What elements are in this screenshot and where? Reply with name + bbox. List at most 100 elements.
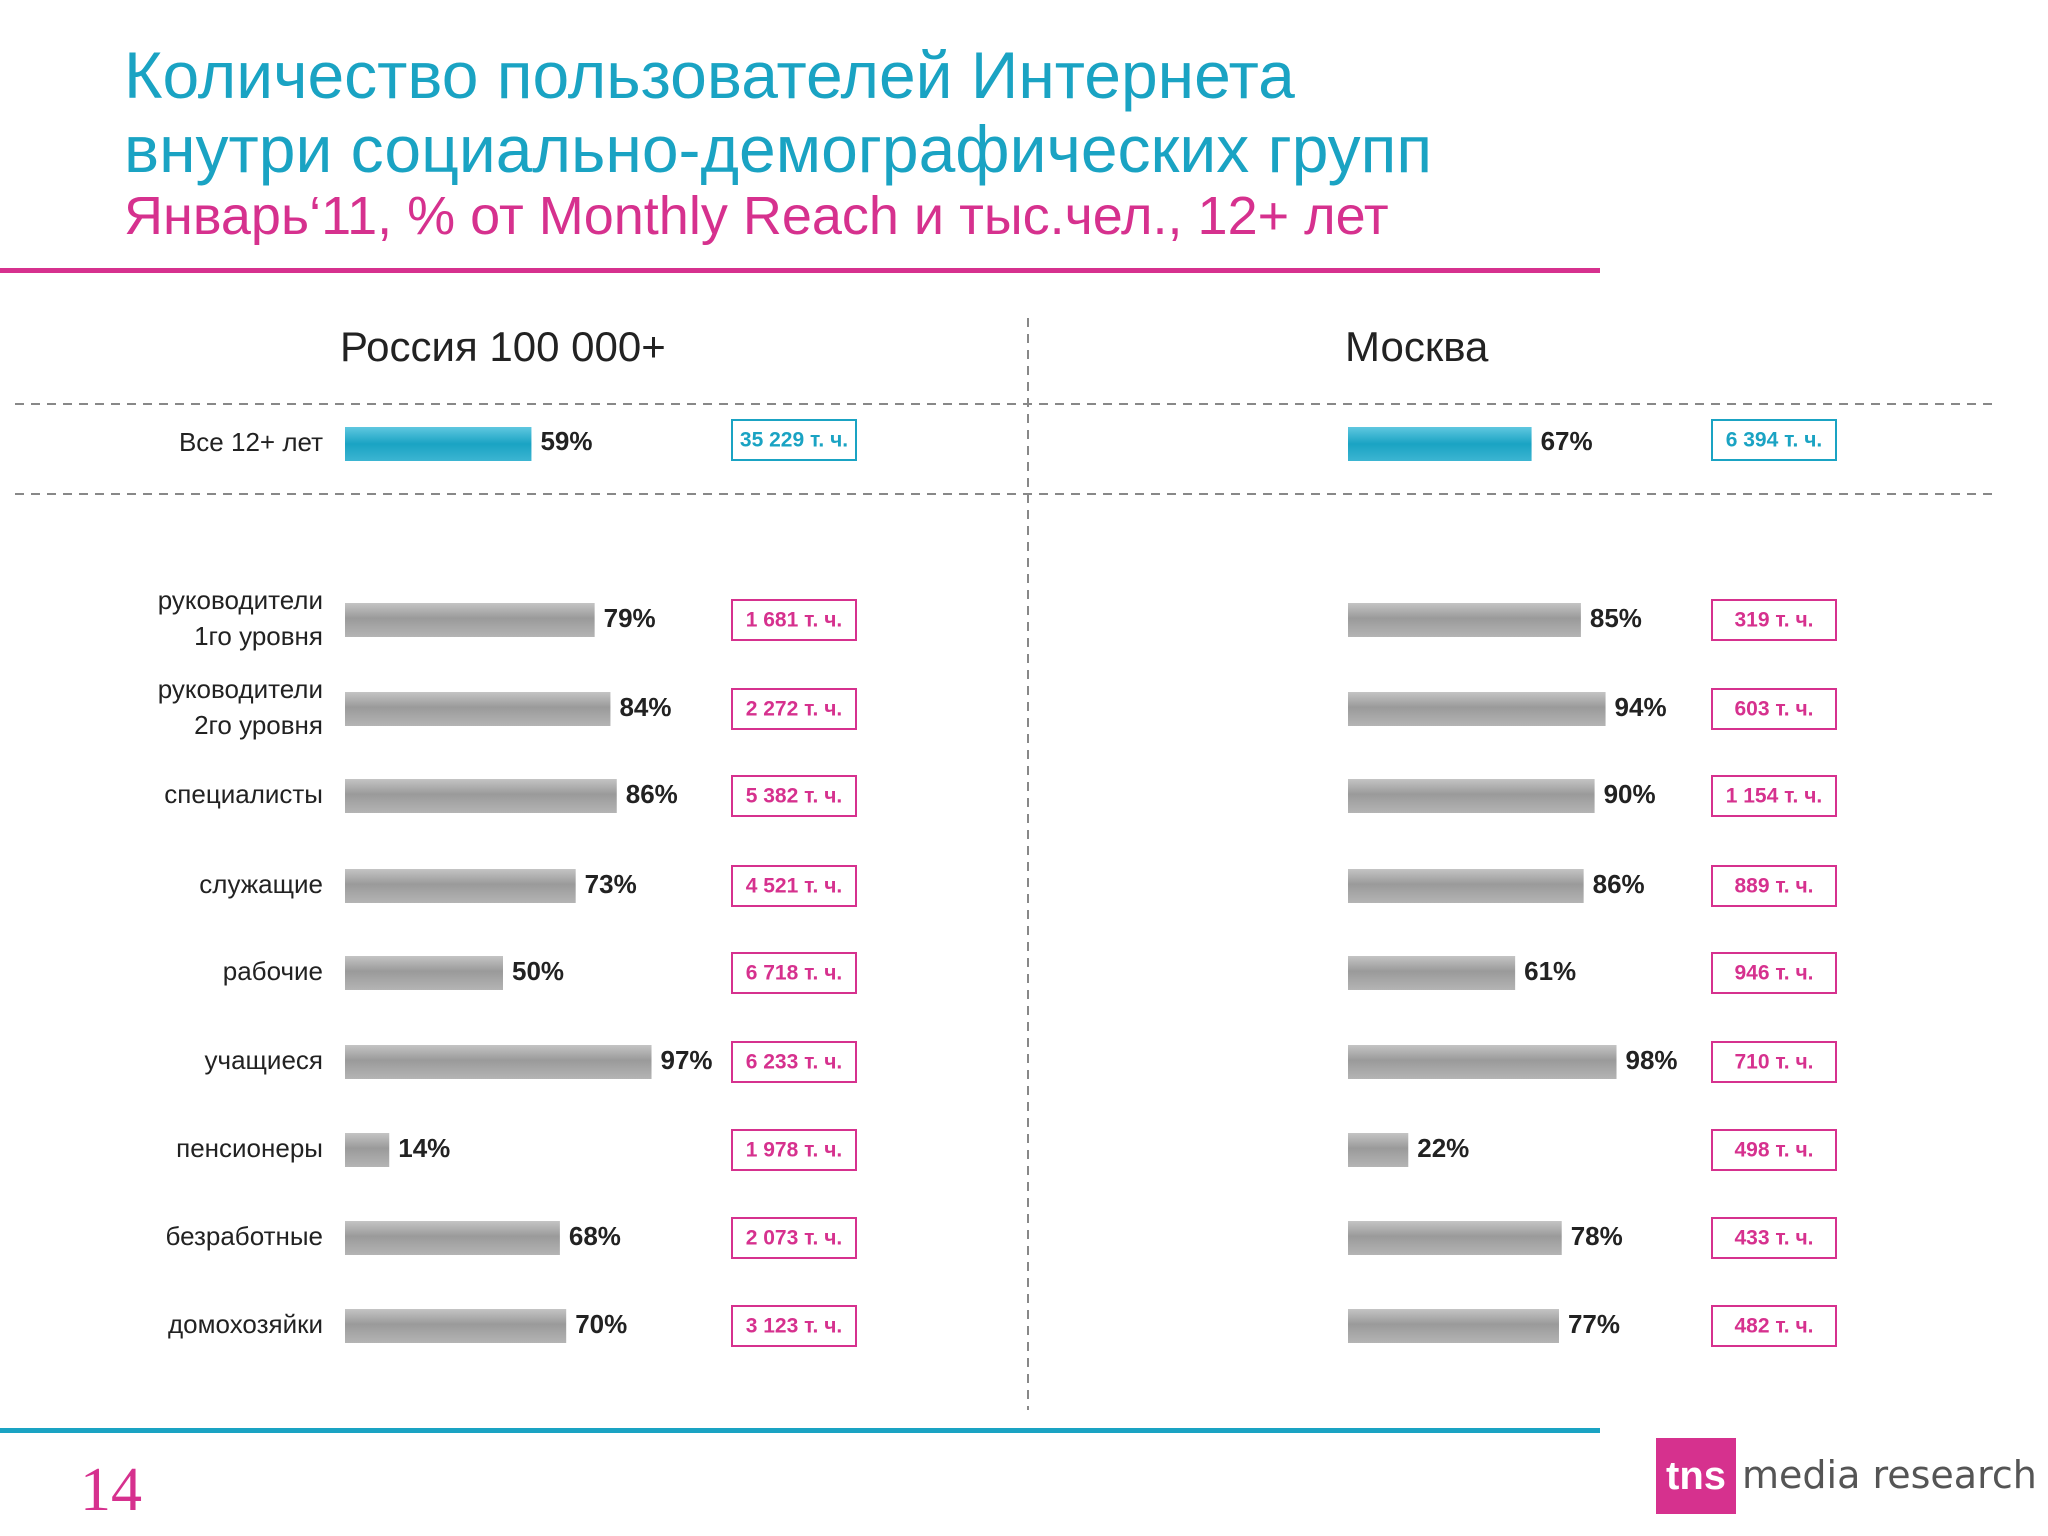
bar-1-9 — [345, 1309, 567, 1343]
bar-2-5 — [1348, 956, 1516, 990]
count-box-2-4 — [1711, 865, 1837, 907]
count-1-3: 5 382 т. ч. — [746, 785, 843, 808]
count-box-1-3 — [731, 775, 857, 817]
title-line-1: Количество пользователей Интернета — [124, 38, 1295, 112]
bar-1-7 — [345, 1133, 390, 1167]
bar-2-9 — [1348, 1309, 1559, 1343]
total-bar-2 — [1348, 427, 1532, 461]
top-divider — [0, 268, 1600, 273]
value-label-2-2: 94% — [1615, 692, 1667, 722]
value-label-2-5: 61% — [1524, 956, 1576, 986]
count-1-4: 4 521 т. ч. — [746, 875, 843, 898]
bar-1-1 — [345, 603, 595, 637]
value-label-1-9: 70% — [575, 1309, 627, 1339]
count-2-4: 889 т. ч. — [1734, 875, 1813, 898]
total-value-label-1: 59% — [540, 426, 592, 456]
count-box-1-5 — [731, 952, 857, 994]
total-count-2: 6 394 т. ч. — [1726, 429, 1823, 452]
category-label-6: учащиеся — [205, 1045, 323, 1075]
count-box-1-2 — [731, 688, 857, 730]
value-label-2-1: 85% — [1590, 603, 1642, 633]
value-label-2-9: 77% — [1568, 1309, 1620, 1339]
total-value-label-2: 67% — [1541, 426, 1593, 456]
bar-1-5 — [345, 956, 503, 990]
count-1-7: 1 978 т. ч. — [746, 1139, 843, 1162]
count-box-2-7 — [1711, 1129, 1837, 1171]
count-2-8: 433 т. ч. — [1734, 1227, 1813, 1250]
bar-2-6 — [1348, 1045, 1617, 1079]
count-box-1-7 — [731, 1129, 857, 1171]
tns-logo-mark: tns — [1656, 1438, 1736, 1514]
bar-2-3 — [1348, 779, 1595, 813]
count-2-2: 603 т. ч. — [1734, 698, 1813, 721]
count-2-5: 946 т. ч. — [1734, 962, 1813, 985]
count-box-2-1 — [1711, 599, 1837, 641]
value-label-1-8: 68% — [569, 1221, 621, 1251]
count-1-6: 6 233 т. ч. — [746, 1051, 843, 1074]
count-box-1-6 — [731, 1041, 857, 1083]
value-label-1-7: 14% — [398, 1133, 450, 1163]
category-label-1-line-1: руководители — [158, 585, 323, 615]
category-label-1-line-2: 1го уровня — [194, 621, 323, 651]
category-label-8: безработные — [165, 1221, 323, 1251]
total-bar-1 — [345, 427, 532, 461]
total-row-label: Все 12+ лет — [179, 427, 323, 457]
count-box-2-6 — [1711, 1041, 1837, 1083]
count-1-2: 2 272 т. ч. — [746, 698, 843, 721]
tns-logo-text: media research — [1742, 1453, 2037, 1497]
count-box-2-3 — [1711, 775, 1837, 817]
count-2-3: 1 154 т. ч. — [1726, 785, 1823, 808]
bar-2-7 — [1348, 1133, 1409, 1167]
count-2-7: 498 т. ч. — [1734, 1139, 1813, 1162]
category-label-5: рабочие — [223, 956, 323, 986]
count-box-1-9 — [731, 1305, 857, 1347]
category-label-9: домохозяйки — [168, 1309, 323, 1339]
value-label-2-3: 90% — [1604, 779, 1656, 809]
bar-2-8 — [1348, 1221, 1562, 1255]
count-box-2-5 — [1711, 952, 1837, 994]
page-title: Количество пользователей Интернета внутр… — [124, 38, 1432, 186]
value-label-2-4: 86% — [1593, 869, 1645, 899]
count-1-8: 2 073 т. ч. — [746, 1227, 843, 1250]
value-label-2-8: 78% — [1571, 1221, 1623, 1251]
count-1-9: 3 123 т. ч. — [746, 1315, 843, 1338]
value-label-1-4: 73% — [585, 869, 637, 899]
total-count-box-2 — [1711, 419, 1837, 461]
count-2-9: 482 т. ч. — [1734, 1315, 1813, 1338]
total-count-1: 35 229 т. ч. — [740, 429, 848, 452]
value-label-2-7: 22% — [1417, 1133, 1469, 1163]
page-number: 14 — [80, 1456, 142, 1524]
bar-1-3 — [345, 779, 617, 813]
category-label-2-line-1: руководители — [158, 674, 323, 704]
count-box-2-2 — [1711, 688, 1837, 730]
bar-2-4 — [1348, 869, 1584, 903]
category-label-4: служащие — [199, 869, 323, 899]
series-heading-1: Россия 100 000+ — [340, 323, 666, 370]
category-label-3: специалисты — [164, 779, 323, 809]
total-count-box-1 — [731, 419, 857, 461]
bar-1-2 — [345, 692, 611, 726]
value-label-1-3: 86% — [626, 779, 678, 809]
bar-1-8 — [345, 1221, 560, 1255]
count-box-2-8 — [1711, 1217, 1837, 1259]
series-heading-2: Москва — [1345, 323, 1489, 370]
category-label-7: пенсионеры — [176, 1133, 323, 1163]
page-subtitle: Январь‘11, % от Monthly Reach и тыс.чел.… — [124, 186, 1389, 246]
value-label-1-5: 50% — [512, 956, 564, 986]
count-1-1: 1 681 т. ч. — [746, 609, 843, 632]
title-line-2: внутри социально-демографических групп — [124, 112, 1433, 186]
bar-1-6 — [345, 1045, 652, 1079]
count-box-1-1 — [731, 599, 857, 641]
count-1-5: 6 718 т. ч. — [746, 962, 843, 985]
count-2-1: 319 т. ч. — [1734, 609, 1813, 632]
bar-1-4 — [345, 869, 576, 903]
count-box-1-8 — [731, 1217, 857, 1259]
value-label-1-2: 84% — [619, 692, 671, 722]
category-label-2-line-2: 2го уровня — [194, 710, 323, 740]
value-label-1-6: 97% — [661, 1045, 713, 1075]
bottom-divider — [0, 1428, 1600, 1433]
bar-2-2 — [1348, 692, 1606, 726]
count-box-2-9 — [1711, 1305, 1837, 1347]
count-2-6: 710 т. ч. — [1734, 1051, 1813, 1074]
